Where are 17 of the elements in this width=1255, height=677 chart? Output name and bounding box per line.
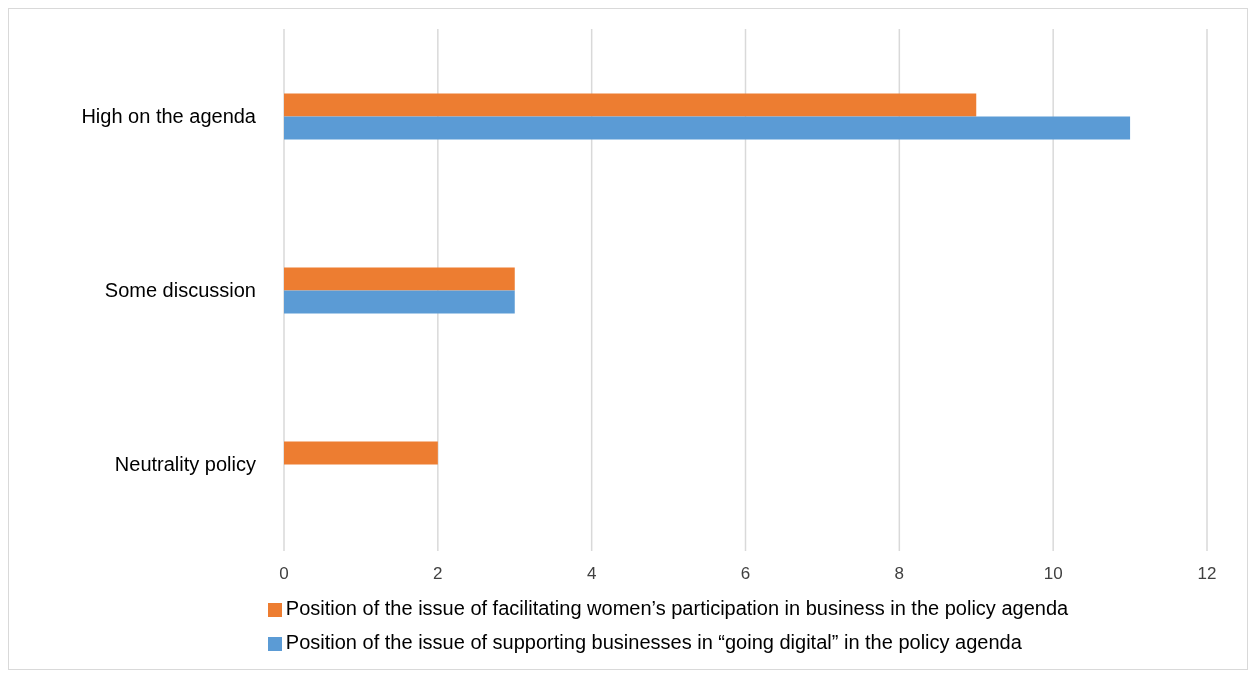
y-tick-label: Neutrality policy [114, 453, 256, 476]
bar [284, 93, 977, 117]
x-tick-label: 4 [586, 564, 597, 584]
y-tick-label: High on the agenda [81, 105, 257, 128]
legend-label: Position of the issue of supporting businesses in “going digital” in the policy agenda [285, 631, 1022, 653]
x-tick-label: 2 [433, 564, 443, 584]
bar [284, 441, 438, 465]
x-tick-label: 0 [279, 564, 289, 584]
x-tick-label: 10 [1043, 564, 1063, 584]
bar [284, 116, 1131, 140]
x-tick-label: 6 [740, 564, 751, 584]
x-tick-label: 8 [894, 564, 905, 584]
y-tick-label: Some discussion [104, 279, 256, 302]
bar [284, 290, 515, 314]
bar [284, 267, 515, 291]
legend-label: Position of the issue of facilitating women’s participation in business in the policy agenda [285, 597, 1069, 619]
x-tick-label: 12 [1197, 564, 1217, 584]
